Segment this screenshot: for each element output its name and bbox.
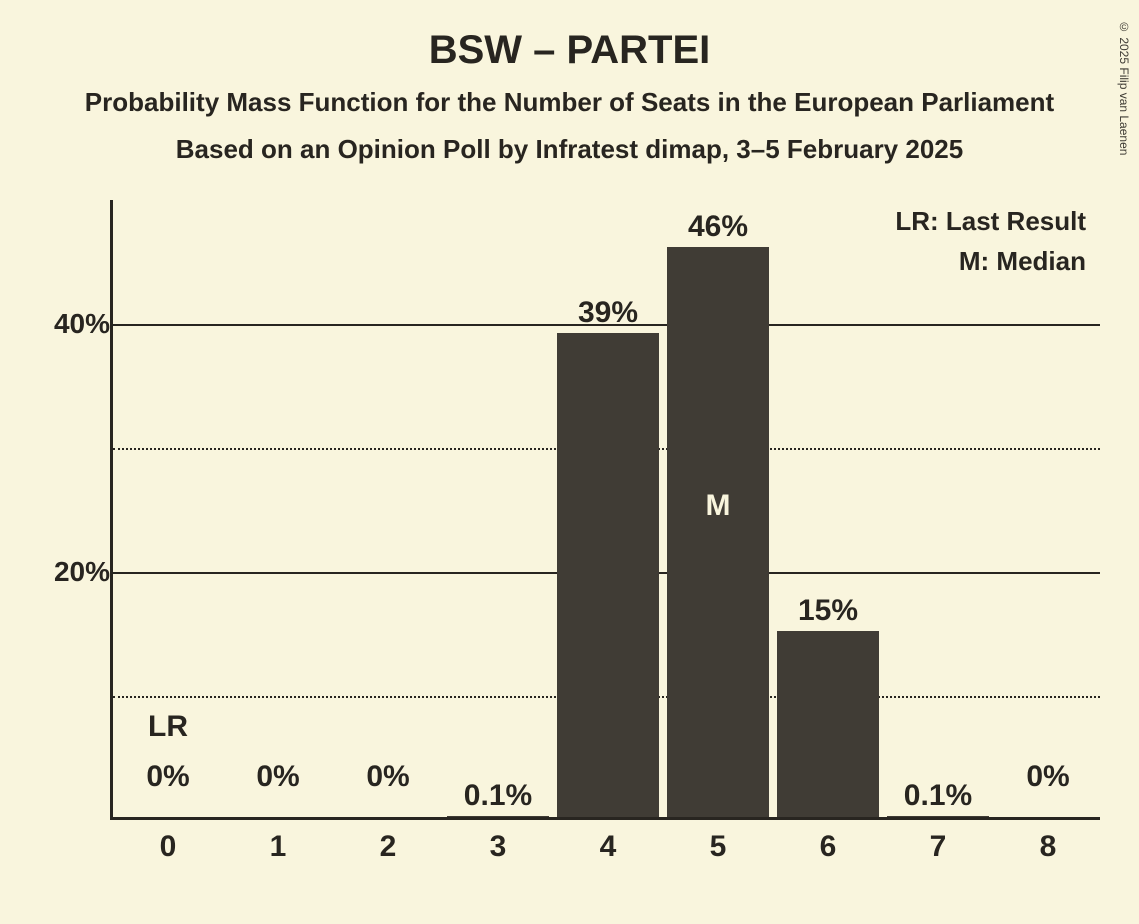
bar-value-label: 0.1% xyxy=(904,779,972,813)
bar xyxy=(447,816,548,817)
bar xyxy=(777,631,878,817)
bar xyxy=(557,333,658,817)
x-tick-label: 1 xyxy=(270,830,287,864)
subtitle-2: Based on an Opinion Poll by Infratest di… xyxy=(0,134,1139,165)
bar-value-label: 39% xyxy=(578,296,638,330)
x-tick-label: 8 xyxy=(1040,830,1057,864)
lr-annotation: LR xyxy=(148,710,188,744)
x-tick-label: 7 xyxy=(930,830,947,864)
bar-value-label: 0.1% xyxy=(464,779,532,813)
plot-area: LR: Last Result M: Median 0%0LR0%10%20.1… xyxy=(110,200,1100,820)
x-tick-label: 0 xyxy=(160,830,177,864)
x-tick-label: 5 xyxy=(710,830,727,864)
legend-lr: LR: Last Result xyxy=(895,206,1086,237)
bar xyxy=(667,247,768,817)
legend-m: M: Median xyxy=(959,246,1086,277)
chart-container: LR: Last Result M: Median 0%0LR0%10%20.1… xyxy=(60,200,1100,860)
y-tick-label: 40% xyxy=(54,308,110,340)
bar-value-label: 0% xyxy=(146,760,189,794)
title-block: BSW – PARTEI Probability Mass Function f… xyxy=(0,0,1139,165)
x-tick-label: 2 xyxy=(380,830,397,864)
x-tick-label: 6 xyxy=(820,830,837,864)
median-annotation: M xyxy=(706,489,731,523)
bar-value-label: 0% xyxy=(366,760,409,794)
subtitle-1: Probability Mass Function for the Number… xyxy=(0,87,1139,118)
bar-value-label: 0% xyxy=(256,760,299,794)
x-tick-label: 4 xyxy=(600,830,617,864)
main-title: BSW – PARTEI xyxy=(0,28,1139,73)
copyright-text: © 2025 Filip van Laenen xyxy=(1117,20,1131,155)
bar-value-label: 15% xyxy=(798,594,858,628)
bar xyxy=(887,816,988,817)
bar-value-label: 0% xyxy=(1026,760,1069,794)
bar-value-label: 46% xyxy=(688,210,748,244)
x-tick-label: 3 xyxy=(490,830,507,864)
y-tick-label: 20% xyxy=(54,556,110,588)
